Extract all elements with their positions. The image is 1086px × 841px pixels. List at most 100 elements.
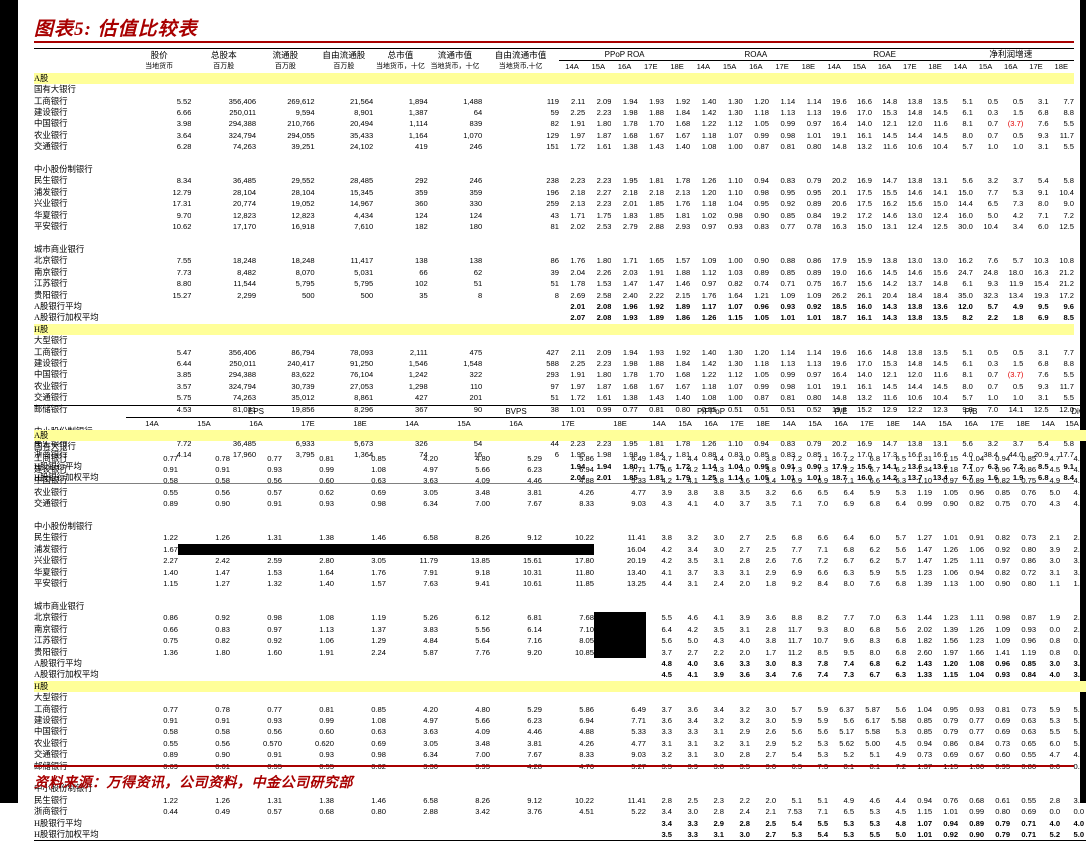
subsection-filler	[795, 84, 821, 95]
p-ppop-cell-3: 2.2	[739, 795, 751, 805]
subsection-filler	[638, 244, 664, 255]
pb-cell-2: 1.00	[969, 579, 985, 589]
total-shares-cell: 36,485	[232, 176, 257, 186]
band-filler	[973, 324, 998, 335]
table-row: 中国银行 3.98 294,388 210,766 20,494 1,114 839 82 1.…	[34, 118, 1074, 129]
average-blank	[178, 669, 230, 680]
subsection-filler	[1049, 244, 1074, 255]
eps-cell-4: 0.63	[371, 727, 386, 737]
avg-pb-1: 0.94	[943, 818, 959, 828]
pe-cell-2: 7.2	[843, 465, 855, 475]
dividend-yield-cell-1: 5.2	[1073, 727, 1085, 737]
roae-cell-1: 26.1	[857, 290, 872, 300]
bvps-cell-0: 3.05	[423, 487, 438, 497]
pb-cell-1: 1.39	[943, 624, 959, 634]
year-pb-1: 15A	[938, 419, 952, 429]
average-blank	[282, 658, 334, 669]
avg-roaa-3: 1.01	[780, 313, 796, 323]
roaa-cell-2: 0.94	[754, 176, 769, 186]
year-growth-3: 17E	[1029, 62, 1043, 72]
eps-cell-1: 0.58	[215, 727, 230, 737]
roaa-cell-2: 0.99	[754, 130, 769, 140]
ppop-roa-cell-2: 1.94	[622, 347, 638, 357]
total-shares-cell: 28,104	[232, 187, 257, 197]
subsection-filler	[1060, 521, 1084, 532]
subsection-filler	[646, 601, 672, 612]
subsection-filler	[611, 335, 637, 346]
ppop-roa-cell-4: 2.93	[675, 222, 691, 232]
pb-cell-4: 0.55	[1021, 795, 1037, 805]
pe-cell-4: 6.8	[895, 636, 907, 646]
pe-cell-3: 6.17	[865, 715, 881, 725]
subsection-filler	[638, 84, 664, 95]
ppop-roa-cell-0: 1.72	[570, 142, 586, 152]
market-cap-cell: 124	[415, 210, 428, 220]
ppop-roa-cell-1: 2.23	[596, 358, 612, 368]
dividend-yield-cell-1: 5.1	[1073, 704, 1085, 714]
subsection-filler	[282, 692, 334, 703]
pb-cell-2: 0.94	[969, 567, 985, 577]
float-shares-cell: 16,918	[291, 222, 315, 232]
ppop-roa-cell-2: 1.68	[622, 381, 638, 391]
eps-cell-0: 0.89	[163, 750, 178, 760]
roaa-cell-4: 1.14	[806, 96, 822, 106]
profit-growth-cell-2: 1.0	[1012, 142, 1024, 152]
band-filler	[948, 73, 973, 84]
band-filler	[664, 324, 690, 335]
pe-cell-2: 6.37	[839, 704, 855, 714]
table-row: 交通银行 6.28 74,263 39,251 24,102 419 246 151 1.72 1…	[34, 141, 1074, 152]
profit-growth-cell-1: 9.3	[987, 279, 999, 289]
p-ppop-cell-4: 2.8	[765, 624, 777, 634]
float-cap-cell: 51	[473, 279, 483, 289]
pe-cell-4: 5.58	[891, 715, 907, 725]
pe-cell-0: 6.8	[791, 533, 803, 543]
average-blank	[126, 669, 178, 680]
float-cap-cell: 359	[469, 187, 483, 197]
subsection-filler	[948, 164, 973, 175]
band-filler	[585, 324, 611, 335]
subsection-filler	[828, 692, 854, 703]
roaa-cell-1: 0.83	[727, 450, 743, 460]
subsection-filler	[847, 164, 872, 175]
spacer-cell	[230, 589, 282, 600]
p-ppop-cell-1: 4.2	[687, 624, 699, 634]
p-ppop-cell-4: 2.6	[765, 556, 777, 566]
pb-cell-0: 1.10	[917, 476, 933, 486]
pb-cell-1: 1.25	[943, 556, 959, 566]
subsection-filler	[256, 84, 315, 95]
average-blank	[490, 828, 542, 841]
eps-cell-3: 0.93	[319, 750, 334, 760]
float-cap-cell: 839	[469, 119, 483, 129]
float-cap-cell: 64	[473, 108, 483, 118]
pe-cell-1: 8.5	[817, 647, 829, 657]
pb-cell-1: 0.79	[943, 727, 959, 737]
table1-group-header-row: 股价 总股本 流通股 自由流通股 总市值 流通市值 自由流通市值 PPoP RO…	[34, 47, 1074, 62]
price-cell: 7.72	[176, 438, 192, 448]
pb-cell-1: 1.97	[943, 647, 959, 657]
bvps-cell-4: 11.41	[627, 795, 647, 805]
pe-cell-2: 5.6	[843, 715, 855, 725]
roae-cell-1: 16.9	[857, 438, 872, 448]
spacer-cell	[126, 589, 178, 600]
spacer-cell	[490, 589, 542, 600]
pb-cell-4: 0.86	[1021, 556, 1037, 566]
profit-growth-cell-3: 3.1	[1038, 347, 1049, 357]
average-row: A股银行加权平均 4.5 4.1 3.9 3.6 3.4 7.6 7.4 7.3 6.7 6.3 1.…	[34, 669, 1086, 680]
roaa-cell-2: 0.85	[754, 450, 769, 460]
subsection-label: 国有大银行	[34, 442, 76, 452]
total-shares-cell: 324,794	[228, 381, 257, 391]
roae-cell-2: 11.6	[882, 142, 898, 152]
year-p-ppop-4: 18E	[756, 419, 770, 429]
eps-cell-0: 0.44	[163, 807, 178, 817]
profit-growth-cell-0: 5.7	[962, 142, 973, 152]
bvps-cell-0: 3.83	[423, 624, 438, 634]
subsection-filler	[1049, 335, 1074, 346]
ppop-roa-cell-4: 1.68	[675, 370, 691, 380]
subsection-filler	[646, 783, 672, 794]
band-filler	[906, 681, 932, 692]
subsection-filler	[126, 521, 178, 532]
table-row: 中国银行 0.58 0.58 0.56 0.60 0.63 3.63 4.09 4.46 4.88…	[34, 475, 1086, 486]
ppop-roa-cell-3: 1.43	[649, 393, 664, 403]
avg-ppop-roa-2: 1.85	[611, 471, 638, 485]
profit-growth-cell-4: 11.7	[1059, 130, 1074, 140]
